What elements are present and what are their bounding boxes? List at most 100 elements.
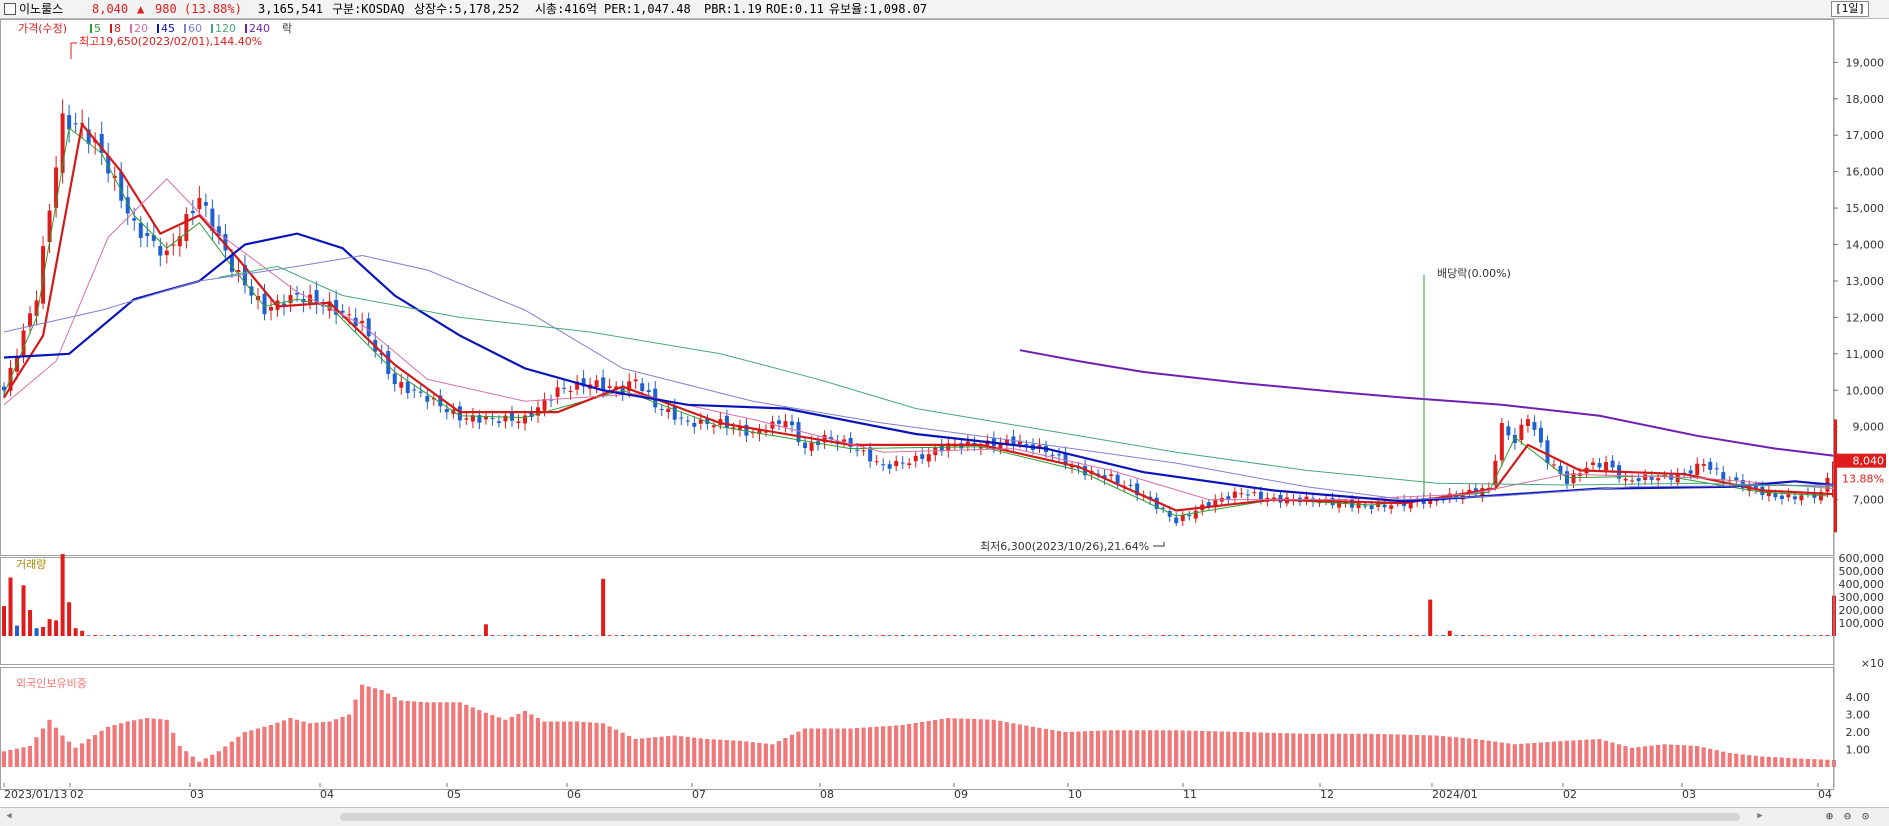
volume-bar — [1825, 635, 1830, 636]
candle-body — [457, 406, 462, 421]
volume-bar — [1578, 635, 1583, 636]
volume-bar — [47, 619, 52, 636]
foreign-bar — [1668, 744, 1674, 767]
candle-body — [86, 129, 91, 144]
ma120-line — [218, 265, 1835, 488]
volume-bar — [594, 635, 599, 636]
legend-ma-5: 5 — [94, 22, 101, 35]
ma20-line — [3, 178, 1835, 501]
volume-bar — [750, 635, 755, 636]
scroll-thumb[interactable] — [340, 813, 1740, 821]
candle-body — [1024, 443, 1029, 445]
scroll-left-icon[interactable]: ◀ — [6, 811, 12, 821]
candle-body — [236, 269, 241, 273]
retention-rate: 유보율:1,098.07 — [829, 2, 928, 16]
foreign-bar — [587, 722, 593, 767]
volume-bar — [1760, 635, 1765, 636]
candle-body — [1128, 484, 1133, 486]
foreign-bar — [874, 726, 879, 767]
candle-body — [164, 250, 169, 256]
volume-bar — [803, 635, 808, 636]
foreign-bar — [1167, 730, 1172, 767]
volume-bar — [1480, 635, 1485, 636]
foreign-bar — [1252, 732, 1257, 767]
foreign-bar — [86, 739, 91, 767]
volume-bar — [373, 635, 378, 636]
volume-bar — [1734, 635, 1739, 636]
checkbox[interactable] — [4, 3, 16, 15]
foreign-bar — [1056, 730, 1062, 767]
volume-bar — [1499, 635, 1504, 636]
volume-bar — [998, 635, 1003, 636]
volume-bar — [640, 635, 645, 636]
volume-bar — [1597, 635, 1602, 636]
candle-body — [1604, 462, 1609, 471]
volume-bar — [470, 635, 475, 636]
foreign-bar — [724, 740, 729, 767]
candle-body — [1135, 483, 1140, 496]
volume-bar — [926, 635, 931, 636]
volume-bar — [1434, 635, 1439, 636]
foreign-bar — [1349, 733, 1355, 767]
zoom-in-icon[interactable]: ⊕ — [1825, 809, 1834, 823]
legend-ma-45: 45 — [161, 22, 175, 35]
foreign-bar — [1030, 726, 1035, 767]
foreign-bar — [939, 719, 944, 767]
candle-body — [913, 455, 918, 462]
horizontal-scrollbar[interactable]: ◀ ▶ ⊕ ⊖ ⊙ — [0, 807, 1889, 826]
volume-bar — [67, 602, 72, 636]
foreign-bar — [1584, 739, 1589, 767]
candle-body — [1337, 502, 1342, 508]
foreign-bar — [815, 728, 821, 767]
candle-body — [99, 134, 104, 154]
foreign-bar — [926, 721, 931, 767]
scroll-right-icon[interactable]: ▶ — [1757, 811, 1763, 821]
foreign-bar — [1460, 737, 1465, 767]
volume-bar — [503, 635, 508, 636]
volume-bar — [601, 578, 606, 636]
candle-body — [1258, 491, 1263, 500]
foreign-bar — [698, 738, 703, 767]
volume-bar — [1180, 635, 1185, 636]
y-tick-label: 14,000 — [1846, 239, 1885, 252]
foreign-bar — [1304, 733, 1309, 767]
candle-body — [1734, 477, 1739, 481]
volume-bar — [1447, 630, 1452, 636]
foreign-bar — [626, 735, 632, 767]
volume-bar — [1337, 635, 1342, 636]
candle-body — [483, 416, 488, 420]
candle-body — [360, 320, 365, 324]
volume-bar — [809, 635, 814, 636]
axes — [3, 19, 1838, 787]
volume-bar — [1571, 635, 1576, 636]
candle-body — [1369, 505, 1374, 509]
candle-body — [41, 246, 46, 304]
foreign-bar — [412, 701, 417, 767]
volume-bar — [920, 635, 925, 636]
stock-chart[interactable]: 7,0008,0009,00010,00011,00012,00013,0001… — [0, 19, 1889, 807]
volume-bar — [522, 635, 527, 636]
candle-body — [151, 235, 156, 241]
volume-bar — [1395, 635, 1400, 636]
volume-bar — [1063, 635, 1068, 636]
candle-body — [54, 167, 59, 208]
volume-bar — [952, 635, 957, 636]
candle-body — [1076, 467, 1081, 469]
volume-bar — [1701, 635, 1706, 636]
foreign-bar — [1708, 748, 1713, 767]
volume-bar — [1389, 635, 1394, 636]
foreign-bar — [965, 718, 970, 767]
period-selector[interactable]: [1일] — [1831, 1, 1869, 17]
legend-swatch — [90, 24, 92, 33]
zoom-reset-icon[interactable]: ⊙ — [1861, 809, 1870, 823]
foreign-bar — [1623, 746, 1628, 767]
candle-body — [242, 265, 247, 286]
foreign-bar — [158, 719, 163, 767]
zoom-out-icon[interactable]: ⊖ — [1843, 809, 1852, 823]
volume-bar — [679, 635, 684, 636]
volume-bar — [770, 635, 775, 636]
foreign-bar — [1649, 745, 1654, 767]
candle-body — [386, 351, 391, 374]
market-cap: 시총:416억 — [535, 2, 598, 16]
candle-body — [177, 236, 182, 247]
